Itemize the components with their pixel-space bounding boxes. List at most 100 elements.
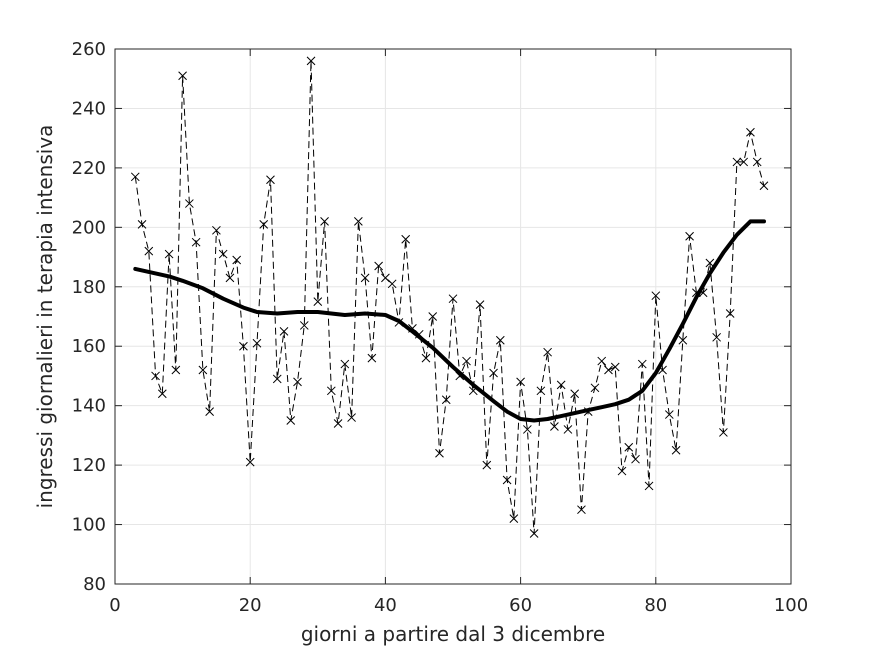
data-point-marker <box>651 291 661 301</box>
data-point-marker <box>299 321 309 330</box>
data-point-marker <box>293 377 302 387</box>
data-point-marker <box>144 246 154 256</box>
data-point-marker <box>205 407 214 416</box>
data-point-marker <box>664 410 674 419</box>
data-point-marker <box>482 460 492 470</box>
x-tick-label: 20 <box>239 595 262 616</box>
y-tick-label: 100 <box>72 515 106 536</box>
data-point-marker <box>266 175 275 185</box>
data-point-marker <box>198 365 208 375</box>
data-point-marker <box>637 359 647 369</box>
data-point-marker <box>320 217 329 226</box>
data-point-marker <box>678 335 688 345</box>
data-point-marker <box>712 332 721 342</box>
data-point-marker <box>340 359 350 369</box>
data-point-marker <box>448 294 458 304</box>
data-point-marker <box>185 199 194 208</box>
data-point-marker <box>272 374 282 384</box>
data-point-marker <box>685 231 694 241</box>
y-tick-label: 80 <box>83 574 106 595</box>
data-point-marker <box>245 457 255 467</box>
data-point-marker <box>752 157 762 167</box>
data-point-marker <box>746 127 755 137</box>
data-point-marker <box>624 442 634 452</box>
data-point-marker <box>739 157 749 167</box>
data-point-marker <box>577 505 586 515</box>
data-point-marker <box>225 273 235 283</box>
data-point-marker <box>462 356 471 366</box>
data-point-marker <box>164 249 174 259</box>
data-point-marker <box>725 309 735 318</box>
data-point-marker <box>191 237 201 247</box>
y-tick-label: 160 <box>72 336 106 357</box>
data-point-marker <box>523 425 532 434</box>
data-point-marker <box>259 220 269 229</box>
data-point-marker <box>604 365 613 375</box>
ticks: 0 20 40 60 80 100 80 100 120 140 160 180 200 220 240 26… <box>72 39 809 616</box>
data-point-marker <box>232 255 242 265</box>
data-point-marker <box>441 395 451 405</box>
data-point-marker <box>374 261 383 271</box>
data-point-marker <box>428 312 438 321</box>
x-tick-label: 0 <box>109 595 120 616</box>
data-point-marker <box>387 279 397 289</box>
data-point-marker <box>732 157 742 167</box>
x-tick-label: 80 <box>644 595 667 616</box>
grid <box>115 49 791 584</box>
daily-admissions-line <box>134 60 765 534</box>
data-point-marker <box>333 419 343 428</box>
x-tick-label: 60 <box>509 595 532 616</box>
data-point-marker <box>644 481 654 491</box>
data-point-marker <box>590 383 600 393</box>
data-point-marker <box>360 273 370 283</box>
data-point-marker <box>381 273 390 283</box>
data-point-marker <box>435 448 444 458</box>
x-axis-label: giorni a partire dal 3 dicembre <box>301 622 605 646</box>
data-point-marker <box>495 335 505 345</box>
data-point-marker <box>347 413 356 422</box>
data-point-marker <box>306 56 316 66</box>
data-point-marker <box>631 454 640 464</box>
data-point-marker <box>529 529 539 538</box>
data-point-marker <box>354 217 363 226</box>
data-point-marker <box>178 71 187 81</box>
data-point-marker <box>556 380 566 390</box>
data-point-marker <box>563 425 573 434</box>
data-point-marker <box>516 377 525 387</box>
y-tick-label: 240 <box>72 98 106 119</box>
data-point-marker <box>570 389 580 399</box>
data-point-marker <box>502 475 512 485</box>
data-point-marker <box>252 338 262 348</box>
x-tick-label: 40 <box>374 595 397 616</box>
data-point-marker <box>401 234 411 244</box>
series-layer <box>130 56 769 538</box>
data-point-marker <box>509 514 519 523</box>
data-point-marker <box>279 327 289 336</box>
y-tick-label: 120 <box>72 455 106 476</box>
y-tick-label: 180 <box>72 277 106 298</box>
data-point-marker <box>130 172 140 182</box>
data-point-marker <box>212 225 221 235</box>
x-tick-label: 100 <box>774 595 808 616</box>
data-point-marker <box>543 347 552 357</box>
axes-box <box>114 48 792 585</box>
data-point-marker <box>421 353 431 363</box>
data-point-marker <box>151 371 160 381</box>
y-tick-label: 200 <box>72 217 106 238</box>
smoothed-trend-line <box>133 219 766 423</box>
y-axis-label: ingressi giornalieri in terapia intensiv… <box>33 125 57 509</box>
data-point-marker <box>326 386 336 396</box>
data-point-marker <box>610 362 620 372</box>
data-point-marker <box>671 445 681 455</box>
y-tick-label: 140 <box>72 396 106 417</box>
data-point-marker <box>489 368 498 378</box>
data-point-marker <box>171 365 181 375</box>
y-tick-label: 260 <box>72 39 106 60</box>
data-point-marker <box>617 466 627 476</box>
y-tick-label: 220 <box>72 158 106 179</box>
data-point-marker <box>367 353 377 363</box>
data-point-marker <box>550 422 559 431</box>
